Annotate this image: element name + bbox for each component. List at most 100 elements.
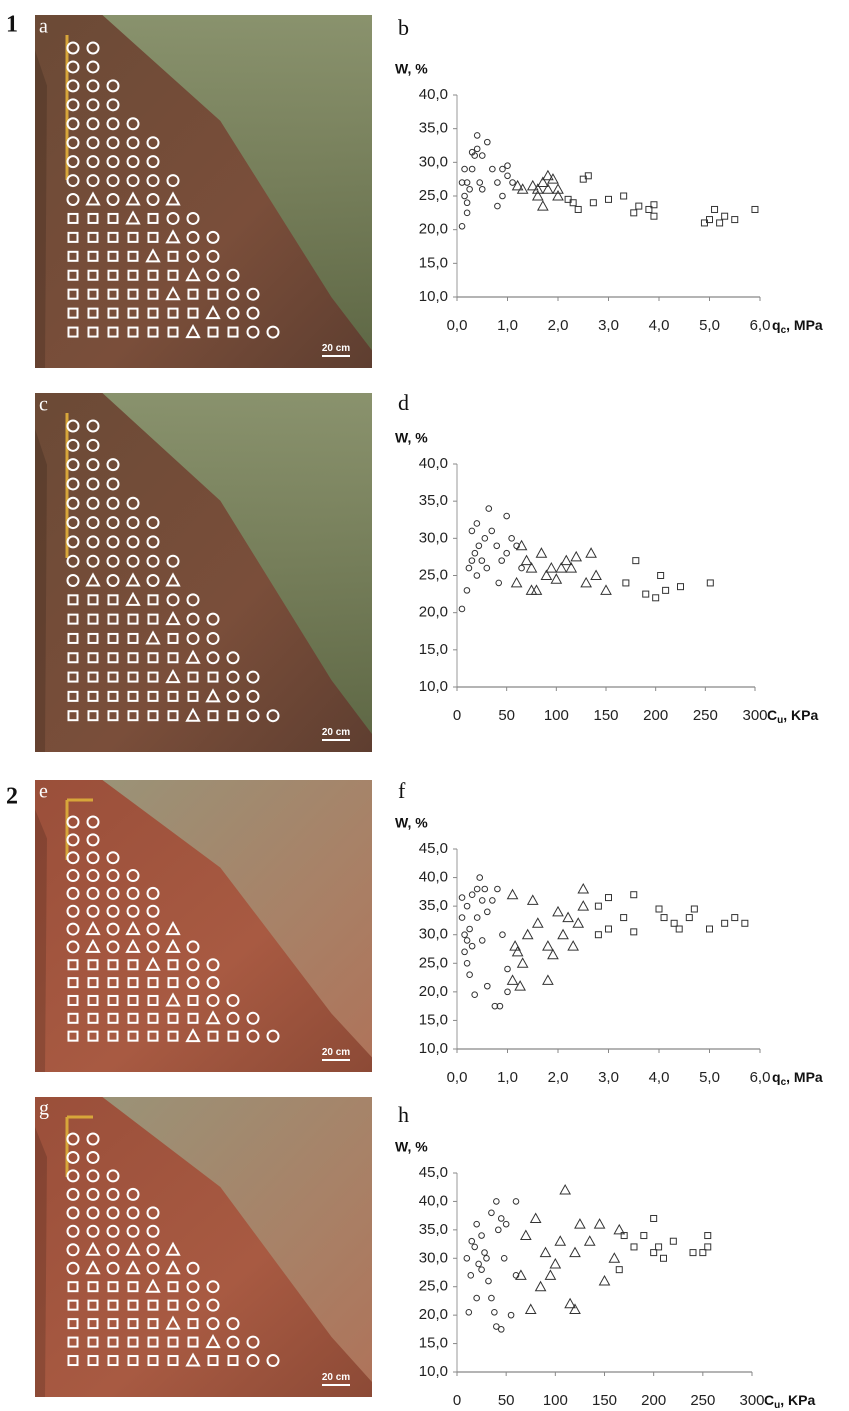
point (572, 917, 585, 928)
photo-symbol (127, 652, 139, 664)
photo-symbol (147, 288, 159, 300)
photo-symbol (167, 269, 179, 281)
photo-symbol (165, 611, 181, 626)
point (466, 971, 473, 979)
point (509, 179, 516, 186)
photo-symbol (167, 1281, 179, 1293)
point (751, 205, 759, 213)
y-tick-label: 20,0 (419, 1306, 448, 1323)
photo-symbol (106, 1243, 120, 1257)
point (721, 212, 729, 220)
photo-symbol (226, 1335, 240, 1349)
x-tick-label: 150 (592, 1392, 617, 1409)
photo-symbol (86, 535, 100, 549)
point (615, 1266, 623, 1274)
photo-symbol (206, 249, 220, 263)
point (570, 550, 583, 562)
scale-label: 20 cm (322, 343, 350, 354)
point (716, 219, 724, 227)
photo-symbol (86, 1150, 100, 1164)
point (506, 888, 519, 900)
photo-symbol (165, 191, 181, 206)
point (473, 1294, 480, 1302)
point (471, 991, 478, 999)
point (478, 557, 486, 564)
y-axis-label: W, % (395, 430, 428, 446)
photo-symbol (67, 1012, 79, 1024)
photo-symbol (167, 690, 179, 702)
photo-symbol (127, 959, 139, 971)
photo-symbol (86, 419, 100, 433)
vegetation (102, 1097, 373, 1382)
photo-symbol (66, 833, 80, 847)
point (540, 569, 553, 580)
photo-symbol (67, 652, 79, 664)
y-axis-label: W, % (395, 815, 428, 831)
photo-symbol (107, 1318, 119, 1330)
photo-symbol (66, 516, 80, 530)
point (504, 988, 511, 996)
point (489, 165, 496, 173)
point (620, 192, 628, 200)
photo-symbol (106, 193, 120, 206)
point (511, 179, 524, 191)
photo-symbol (66, 60, 80, 74)
point (539, 1246, 552, 1258)
vegetation (102, 393, 373, 735)
photo: g 20 cm (35, 1097, 373, 1397)
photo-symbol (107, 710, 119, 722)
photo-symbol (186, 211, 200, 225)
point (650, 212, 658, 220)
photo-symbol (87, 250, 99, 262)
shadow-edge (35, 50, 47, 369)
photo-symbol (86, 516, 100, 530)
panel-label: f (398, 778, 406, 803)
photo-symbol (147, 1030, 159, 1042)
point (584, 172, 592, 180)
point (560, 554, 573, 566)
photo-symbol (86, 1206, 100, 1220)
photo-symbol (87, 269, 99, 281)
photo-symbol (106, 98, 120, 112)
point (494, 202, 501, 210)
photo-symbol (67, 250, 79, 262)
photo-symbol (87, 652, 99, 664)
point (670, 919, 678, 927)
photo-symbol (66, 535, 80, 549)
scale-label: 20 cm (322, 1047, 350, 1058)
photo-symbol (67, 710, 79, 722)
x-axis-label-unit: , KPa (780, 1392, 815, 1408)
point (731, 914, 739, 922)
photo-symbol (106, 1224, 120, 1238)
point (699, 1249, 707, 1257)
y-tick-label: 40,0 (419, 869, 448, 886)
y-tick-label: 20,0 (419, 221, 448, 238)
photo-symbol (86, 1224, 100, 1238)
point (630, 1243, 638, 1251)
point (467, 1272, 475, 1279)
x-tick-label: 250 (693, 707, 718, 724)
photo-symbol (87, 1012, 99, 1024)
photo-symbol (85, 1241, 101, 1256)
photo-symbol (147, 1299, 159, 1311)
photo-symbol (86, 136, 100, 150)
photo-symbol (66, 554, 80, 568)
photo-symbol (67, 977, 79, 989)
photo-symbol (146, 554, 160, 568)
point (600, 584, 612, 595)
photo-symbol (106, 886, 120, 900)
photo-symbol (87, 231, 99, 243)
point (514, 980, 526, 991)
photo-symbol (85, 938, 101, 953)
photo-symbol (107, 212, 119, 224)
point (537, 200, 549, 211)
photo-symbol (86, 60, 100, 74)
photo-symbol (86, 1169, 100, 1183)
x-axis-label-unit: , KPa (783, 707, 818, 723)
point (557, 928, 569, 940)
photo-symbol (107, 959, 119, 971)
photo-symbol (165, 920, 181, 936)
point (484, 908, 491, 916)
y-tick-label: 10,0 (419, 678, 448, 695)
point (518, 564, 525, 572)
